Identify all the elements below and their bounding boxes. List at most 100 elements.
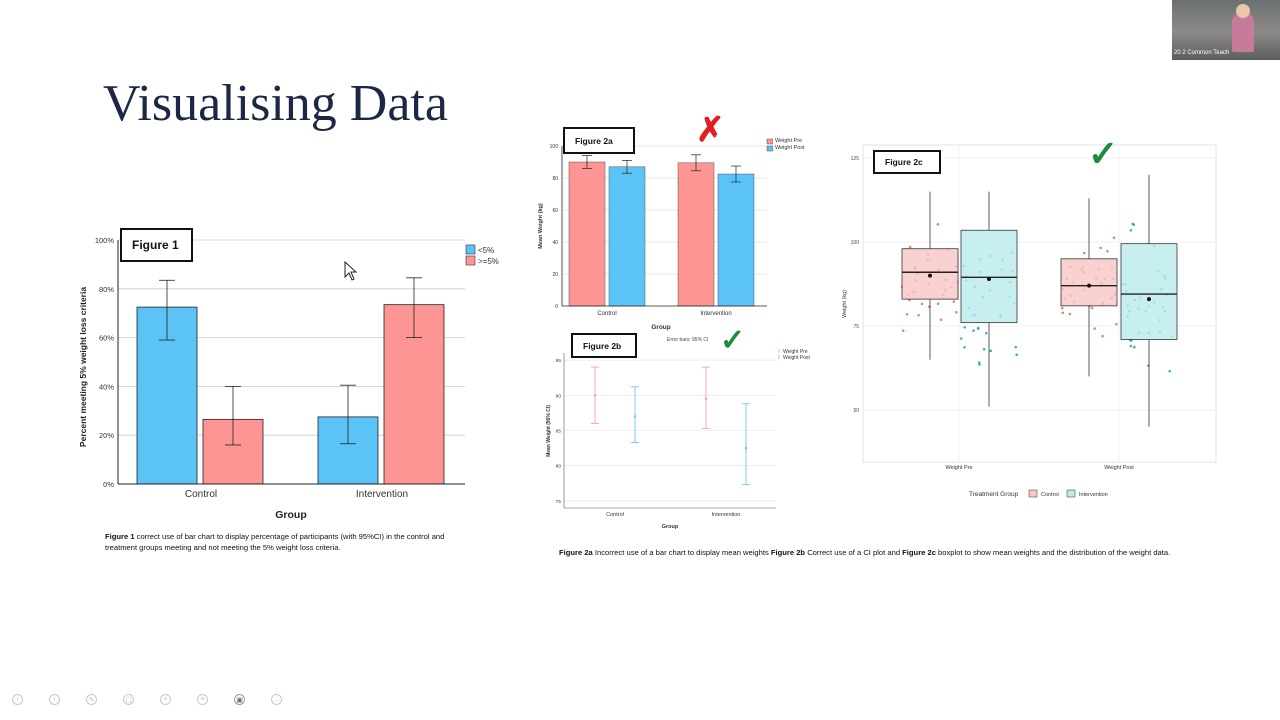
figure-2c-label: Figure 2c bbox=[873, 150, 941, 174]
figure-2c-jitter-point bbox=[1101, 334, 1104, 338]
figure-2b-note-text: Error bars: 95% CI bbox=[667, 337, 709, 343]
figure-2c-y-tick: 75 bbox=[853, 324, 859, 330]
figure-2b-y-tick: 75 bbox=[556, 499, 562, 505]
pen-icon[interactable]: ✎ bbox=[86, 694, 97, 705]
legend-label-lt5: <5% bbox=[478, 246, 494, 255]
webcam-label: 20 2 Common Teach bbox=[1174, 50, 1230, 56]
figure-2c-jitter-point bbox=[1015, 353, 1019, 356]
figure-2c-legend-swatch-intervention bbox=[1066, 489, 1076, 498]
figure-2c-jitter-point bbox=[1068, 312, 1072, 316]
arrow-right-icon[interactable]: › bbox=[49, 694, 60, 705]
caption-2c-text: boxplot to show mean weights and the dis… bbox=[935, 548, 1171, 557]
figure-2a-bar bbox=[568, 161, 606, 307]
figure-2a-legend-pre-label: Weight Pre bbox=[775, 138, 803, 144]
figure-2b-mean-point bbox=[704, 397, 708, 400]
figure-2b-y-tick: 80 bbox=[556, 464, 562, 470]
figure-1-y-tick: 60% bbox=[99, 334, 114, 343]
figure-2a-legend-post-label: Weight Post bbox=[775, 145, 805, 151]
figure-2c-jitter-point bbox=[1106, 249, 1109, 253]
figure-2c-jitter-point bbox=[963, 326, 967, 329]
legend-label-ge5: >=5% bbox=[478, 257, 499, 266]
figure-2c-x-tick-pre: Weight Pre bbox=[945, 465, 972, 471]
figure-2c-jitter-point bbox=[984, 331, 988, 335]
figure-1-y-tick: 80% bbox=[99, 285, 114, 294]
figure-2c-y-tick: 50 bbox=[853, 408, 859, 414]
mouse-cursor-icon bbox=[344, 261, 358, 281]
figure-2c-mean-point bbox=[1147, 297, 1151, 302]
figure-2c-jitter-point bbox=[1115, 322, 1118, 326]
webcam-thumbnail[interactable]: 20 2 Common Teach bbox=[1172, 0, 1280, 60]
figure-2b-legend-pre-label: Weight Pre bbox=[783, 349, 808, 355]
figure-2c-jitter-point bbox=[1129, 228, 1133, 232]
figure-1-y-tick: 20% bbox=[99, 431, 114, 440]
figure-2c-jitter-point bbox=[972, 329, 975, 332]
presentation-toolbar: ‹ › ✎ ▢ + ≡ ▣ … bbox=[12, 694, 282, 705]
figure-2c-mean-point bbox=[987, 276, 991, 281]
figure-2c-jitter-point bbox=[936, 302, 940, 306]
incorrect-cross-icon: ✗ bbox=[696, 111, 725, 149]
figure-1-y-tick: 0% bbox=[103, 480, 114, 489]
figure-2b-mean-point bbox=[593, 394, 597, 397]
figure-2a-y-tick: 80 bbox=[552, 176, 558, 182]
figure-2a-label: Figure 2a bbox=[563, 127, 635, 154]
figure-2a-legend-swatch-pre bbox=[766, 138, 773, 145]
figure-2c-jitter-point bbox=[1093, 327, 1096, 330]
presenter-head bbox=[1236, 4, 1250, 18]
figure-2a-error-bars bbox=[582, 154, 741, 183]
figure-2b-x-tick-intervention: Intervention bbox=[712, 512, 741, 518]
figure-1-error-bars bbox=[159, 277, 422, 446]
figure-2c-jitter-point bbox=[989, 349, 993, 353]
figure-2-caption: Figure 2a Incorrect use of a bar chart t… bbox=[559, 547, 1219, 558]
figure-2c-jitter-point bbox=[920, 302, 924, 306]
figure-1-caption: Figure 1 correct use of bar chart to dis… bbox=[105, 531, 461, 553]
gallery-icon[interactable]: ▢ bbox=[123, 694, 134, 705]
figure-2c-jitter-point bbox=[1131, 222, 1134, 226]
figure-2c-legend-title: Treatment Group bbox=[969, 491, 1019, 498]
figure-2c-jitter-point bbox=[901, 329, 905, 333]
figure-2c-legend-control: Control bbox=[1041, 492, 1059, 498]
figure-2c-box bbox=[1060, 258, 1118, 307]
figure-2c-y-label: Weight (kg) bbox=[842, 290, 848, 318]
figure-2c-jitter-point bbox=[955, 310, 958, 314]
figure-2a-x-tick-intervention: Intervention bbox=[700, 311, 731, 317]
figure-2c-legend-intervention: Intervention bbox=[1079, 492, 1108, 498]
subtitles-icon[interactable]: ≡ bbox=[197, 694, 208, 705]
figure-1-x-tick-intervention: Intervention bbox=[356, 489, 408, 500]
figure-1-caption-label: Figure 1 bbox=[105, 532, 135, 541]
figure-2b-label: Figure 2b bbox=[571, 333, 637, 358]
figure-2c-jitter-point bbox=[959, 337, 963, 340]
zoom-icon[interactable]: + bbox=[160, 694, 171, 705]
caption-2a-label: Figure 2a bbox=[559, 548, 593, 557]
figure-2c-jitter-point bbox=[1129, 344, 1133, 348]
more-icon[interactable]: … bbox=[271, 694, 282, 705]
figure-2a-y-tick: 40 bbox=[552, 240, 558, 246]
figure-2c-jitter-point bbox=[1099, 246, 1102, 250]
figure-2c-jitter-point bbox=[977, 361, 981, 364]
figure-2a-bar bbox=[677, 162, 715, 307]
arrow-left-icon[interactable]: ‹ bbox=[12, 694, 23, 705]
figure-1-y-label: Percent meeting 5% weight loss criteria bbox=[78, 287, 88, 447]
figure-2b-legend-post-label: Weight Post bbox=[783, 355, 810, 361]
figure-2c-jitter-point bbox=[1133, 345, 1136, 349]
figure-2c-mean-point bbox=[928, 273, 932, 278]
figure-1-y-ticks: 0% 20% 40% 60% 80% 100% bbox=[95, 236, 115, 489]
figure-2c-y-ticks: 50 75 100 125 bbox=[851, 156, 860, 414]
figure-2b-y-label: Mean Weight (95% CI) bbox=[546, 405, 552, 457]
camera-icon[interactable]: ▣ bbox=[234, 694, 245, 705]
figure-1-caption-text: correct use of bar chart to display perc… bbox=[105, 532, 445, 552]
figure-2c-jitter-point bbox=[976, 327, 980, 330]
figure-2a-bar bbox=[608, 166, 646, 307]
figure-1-y-tick: 40% bbox=[99, 382, 114, 391]
figure-2c-jitter-point bbox=[908, 245, 912, 249]
figure-2a-y-ticks: 0 20 40 60 80 100 bbox=[550, 144, 559, 310]
correct-check-icon-2c: ✓ bbox=[1088, 133, 1119, 174]
figure-2c-y-tick: 125 bbox=[851, 156, 860, 162]
figure-1-label: Figure 1 bbox=[120, 228, 193, 262]
figure-2c-chart: 50 75 100 125 Weight Pre Weight Post Weight… bbox=[842, 144, 1217, 498]
correct-check-icon-2b: ✓ bbox=[720, 324, 746, 357]
figure-2c-y-tick: 100 bbox=[851, 240, 860, 246]
figure-1-x-label: Group bbox=[275, 509, 307, 521]
figure-2c-jitter-point bbox=[1060, 306, 1064, 310]
legend-swatch-lt5 bbox=[465, 244, 476, 255]
